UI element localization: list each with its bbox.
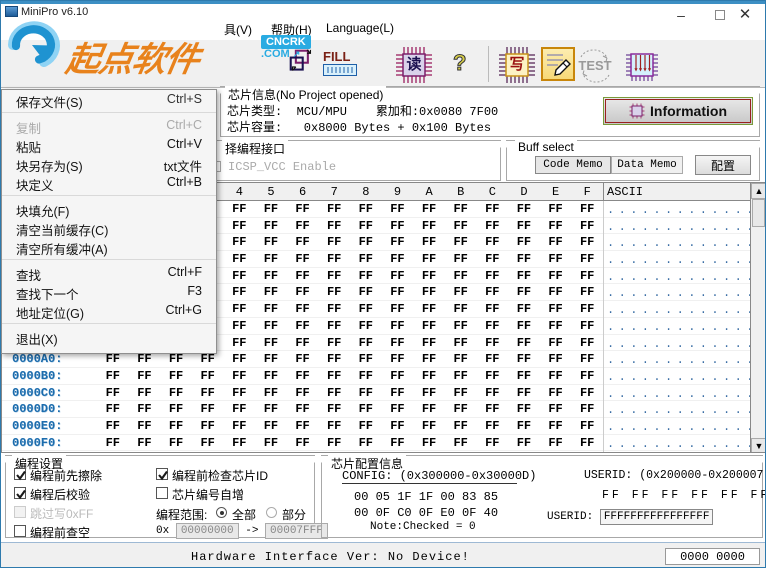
svg-text:写: 写 xyxy=(509,56,524,73)
svg-text:TEST: TEST xyxy=(578,58,611,73)
svg-text:读: 读 xyxy=(406,55,421,73)
